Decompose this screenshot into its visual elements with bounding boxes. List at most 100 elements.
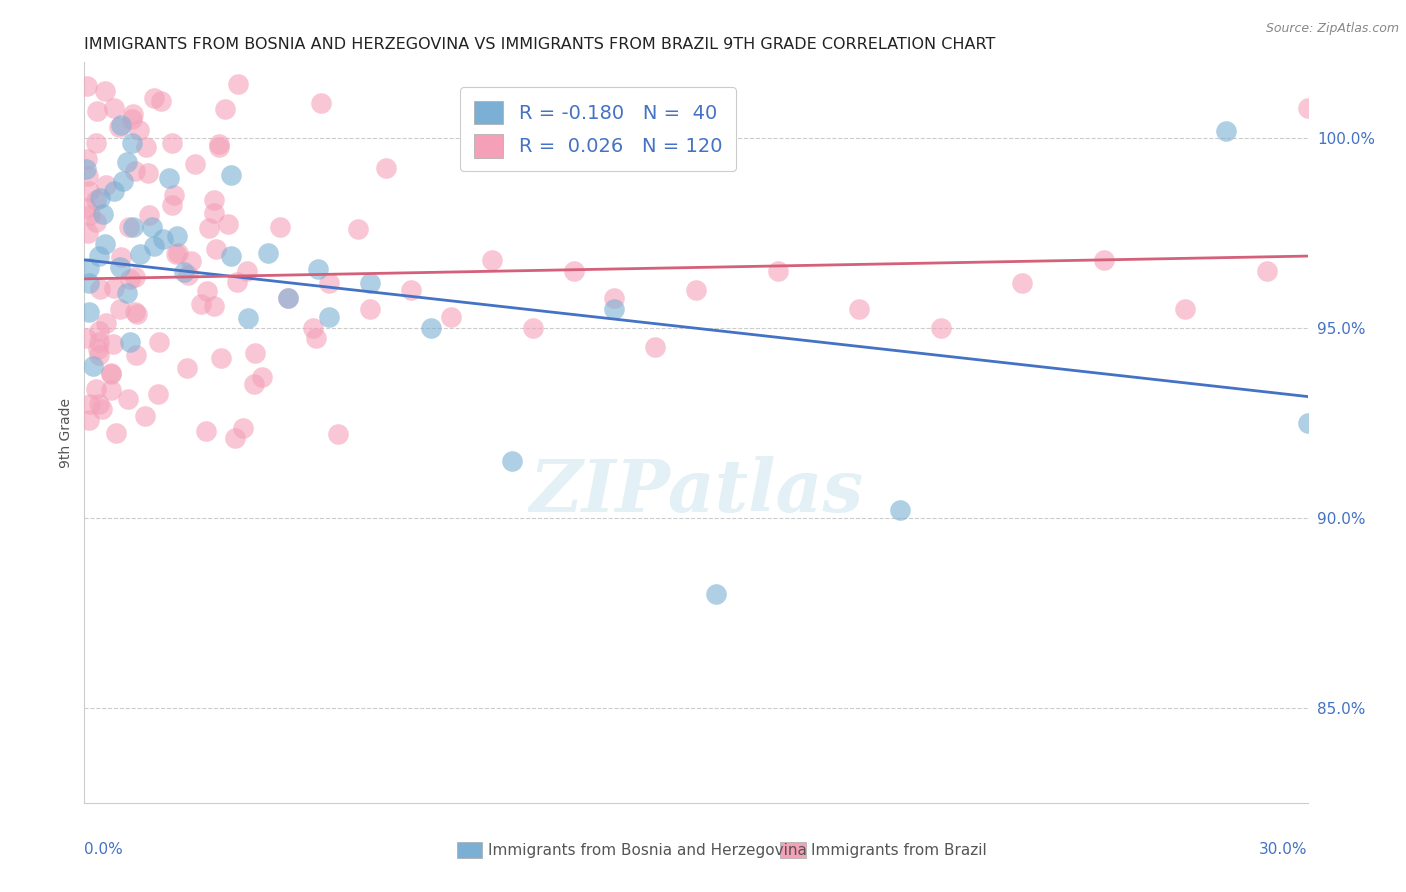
Point (76, 169, 98, 184)
Point (224, 431, 246, 445)
Point (125, 307, 148, 321)
Point (1011, 276, 1033, 290)
Point (87, 348, 110, 362)
Point (89, 324, 111, 338)
Point (121, 112, 143, 126)
Point (77, 276, 100, 290)
Point (107, 120, 129, 135)
Point (685, 283, 707, 297)
Point (603, 291, 626, 305)
Point (214, 103, 236, 117)
Point (108, 260, 131, 275)
Point (86, 215, 108, 229)
Point (162, 188, 184, 202)
Point (115, 154, 138, 169)
Point (173, 265, 195, 279)
Point (1174, 302, 1197, 317)
Point (134, 409, 156, 424)
Point (706, 587, 728, 601)
Point (848, 302, 870, 317)
Point (118, 220, 141, 235)
Point (318, 276, 340, 290)
Point (318, 310, 340, 324)
Point (117, 392, 139, 406)
Point (243, 346, 266, 360)
Point (76, 78, 98, 93)
Text: ZIPatlas: ZIPatlas (529, 457, 863, 527)
Point (176, 360, 198, 375)
Text: IMMIGRANTS FROM BOSNIA AND HERZEGOVINA VS IMMIGRANTS FROM BRAZIL 9TH GRADE CORRE: IMMIGRANTS FROM BOSNIA AND HERZEGOVINA V… (84, 37, 995, 52)
Point (87, 335, 110, 350)
Point (252, 369, 274, 384)
Point (100, 383, 122, 397)
Point (225, 275, 247, 289)
Point (142, 239, 165, 253)
Point (167, 245, 190, 260)
Point (100, 366, 122, 380)
Point (96, 316, 118, 330)
Point (94, 84, 117, 98)
Point (184, 157, 207, 171)
Point (146, 386, 169, 401)
Point (89, 397, 111, 411)
Point (124, 305, 146, 319)
Point (221, 168, 243, 182)
Point (522, 321, 544, 335)
Point (89, 191, 111, 205)
Point (1215, 124, 1237, 138)
Point (75, 162, 97, 177)
Point (84, 136, 107, 150)
Text: 30.0%: 30.0% (1260, 842, 1308, 856)
Point (110, 301, 132, 316)
Point (157, 170, 180, 185)
Point (889, 503, 911, 517)
Point (110, 118, 132, 132)
Point (124, 164, 146, 178)
Point (79, 396, 101, 410)
Point (208, 136, 231, 151)
Point (136, 166, 159, 180)
Point (91, 401, 114, 416)
Point (180, 254, 202, 268)
Point (217, 218, 239, 232)
Point (138, 208, 160, 222)
Point (105, 426, 128, 441)
Text: Immigrants from Bosnia and Herzegovina: Immigrants from Bosnia and Herzegovina (488, 843, 807, 857)
Point (75, 201, 97, 215)
Point (202, 205, 225, 219)
Point (644, 340, 666, 354)
Point (359, 302, 381, 317)
Text: 0.0%: 0.0% (84, 842, 124, 856)
Point (84, 382, 107, 396)
Point (232, 421, 254, 435)
Point (1296, 101, 1319, 115)
Point (93, 207, 115, 221)
Point (165, 247, 187, 261)
Point (766, 264, 789, 278)
Point (307, 261, 329, 276)
Text: Immigrants from Brazil: Immigrants from Brazil (811, 843, 987, 857)
Point (603, 302, 626, 317)
Point (219, 249, 242, 263)
Point (135, 140, 157, 154)
Point (256, 245, 278, 260)
Point (209, 351, 232, 366)
Point (143, 90, 166, 104)
Point (94, 237, 117, 252)
Point (82, 359, 104, 373)
Point (77, 184, 100, 198)
Point (374, 161, 396, 175)
Point (197, 221, 219, 235)
Point (103, 337, 125, 351)
Point (148, 335, 170, 350)
Point (86, 342, 108, 356)
Point (77, 413, 100, 427)
Point (118, 334, 141, 349)
Point (440, 310, 463, 324)
Point (166, 228, 188, 243)
Point (277, 291, 299, 305)
Point (326, 426, 349, 441)
Point (202, 193, 225, 207)
Point (115, 285, 138, 300)
Point (243, 377, 266, 392)
